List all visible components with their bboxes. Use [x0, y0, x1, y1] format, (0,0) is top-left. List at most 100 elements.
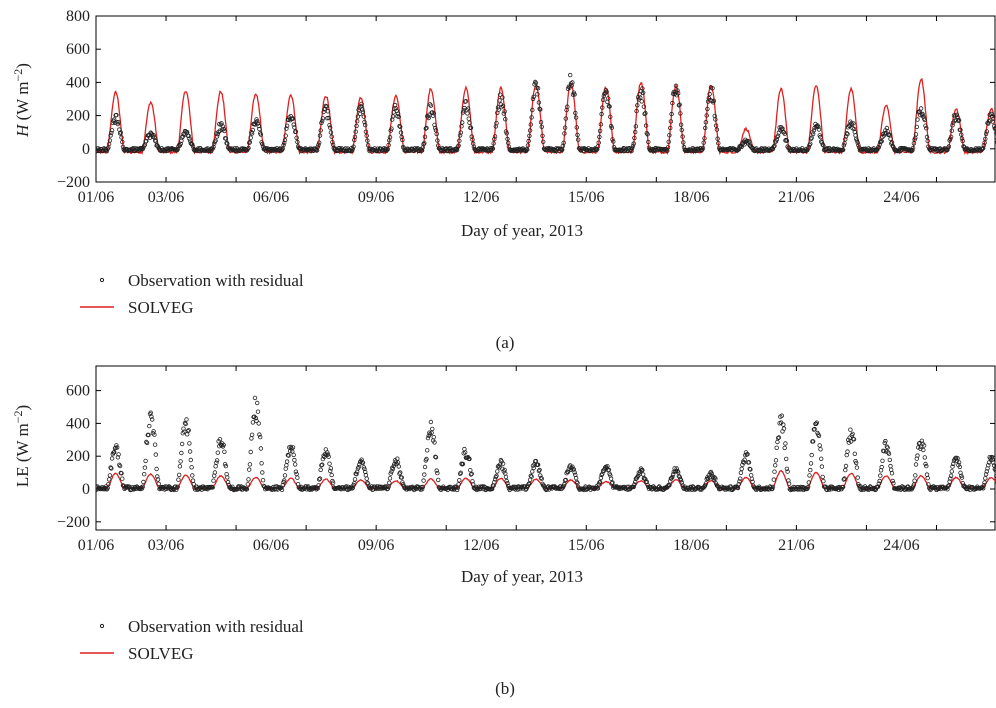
observation-point-b: [810, 453, 814, 457]
observation-point-b: [388, 477, 392, 481]
observation-point-b: [855, 466, 859, 470]
observation-point-b: [425, 449, 429, 453]
observation-point-b: [189, 458, 193, 462]
observation-point-b: [293, 458, 297, 462]
observation-point-b: [856, 476, 860, 480]
observation-point-b: [256, 410, 260, 414]
observation-point-b: [984, 477, 988, 481]
observation-point-b: [889, 464, 893, 468]
observation-point-b: [776, 440, 780, 444]
plot-frame-b: [96, 366, 995, 530]
x-tick-label-b: 06/06: [253, 537, 289, 554]
y-tick-label-a: 800: [66, 8, 90, 25]
plot-area-b: [94, 396, 996, 492]
observation-point-b: [844, 468, 848, 472]
observation-point-b: [155, 467, 159, 471]
observation-point-b: [431, 427, 435, 431]
x-tick-label-b: 03/06: [148, 537, 184, 554]
observation-point-b: [849, 428, 853, 432]
panel-b: LE (W m−2) Day of year, 2013 Observation…: [11, 366, 996, 698]
observation-point-b: [190, 466, 194, 470]
x-tick-label-b: 12/06: [463, 537, 499, 554]
observation-point-b: [247, 468, 251, 472]
observation-point-b: [178, 465, 182, 469]
legend-observation-label-b: Observation with residual: [128, 617, 304, 636]
observation-point-b: [145, 441, 149, 445]
y-axis-label-b: LE (W m−2): [11, 405, 32, 487]
observation-point-b: [819, 457, 823, 461]
observation-point-b: [772, 478, 776, 482]
y-tick-label-a: 600: [66, 41, 90, 58]
observation-point-b: [296, 476, 300, 480]
observation-point-b: [110, 457, 114, 461]
observation-point-b: [293, 463, 297, 467]
observation-point-b: [879, 474, 883, 478]
observation-point-a: [919, 107, 923, 111]
panel-label-a: (a): [496, 333, 515, 352]
observation-point-b: [773, 470, 777, 474]
legend-a: Observation with residual SOLVEG: [80, 271, 304, 317]
observation-point-b: [185, 418, 189, 422]
observation-point-b: [950, 470, 954, 474]
observation-point-b: [283, 474, 287, 478]
observation-point-b: [495, 474, 499, 478]
observation-point-b: [531, 470, 535, 474]
observation-point-b: [154, 453, 158, 457]
observation-point-b: [260, 462, 264, 466]
legend-solveg-label-b: SOLVEG: [128, 644, 194, 663]
legend-solveg-label-a: SOLVEG: [128, 298, 194, 317]
legend-observation-marker-a: [100, 278, 103, 281]
observation-point-b: [388, 481, 392, 485]
observation-point-b: [318, 477, 322, 481]
x-tick-label-a: 21/06: [778, 189, 814, 206]
observation-point-b: [822, 479, 826, 483]
x-tick-label-a: 01/06: [78, 189, 114, 206]
observation-point-b: [261, 478, 265, 482]
x-tick-label-b: 09/06: [358, 537, 394, 554]
observation-point-b: [255, 401, 259, 405]
observation-point-b: [820, 465, 824, 469]
plot-frame-a: [96, 16, 995, 182]
observation-point-b: [504, 475, 508, 479]
observation-point-b: [247, 478, 251, 482]
x-tick-label-b: 24/06: [883, 537, 919, 554]
x-tick-label-b: 21/06: [778, 537, 814, 554]
y-tick-label-b: 0: [82, 481, 90, 498]
panel-label-b: (b): [495, 679, 515, 698]
observation-point-b: [818, 444, 822, 448]
x-tick-label-a: 18/06: [673, 189, 709, 206]
y-tick-label-a: 0: [82, 141, 90, 158]
observation-point-b: [923, 456, 927, 460]
observation-point-b: [913, 479, 917, 483]
y-tick-label-b: 400: [66, 415, 90, 432]
observation-point-b: [214, 465, 218, 469]
observation-point-b: [285, 464, 289, 468]
x-tick-label-b: 18/06: [673, 537, 709, 554]
observation-point-a: [810, 136, 814, 140]
observation-point-b: [250, 433, 254, 437]
observation-point-b: [749, 473, 753, 477]
observation-point-b: [886, 446, 890, 450]
observation-point-b: [353, 478, 357, 482]
observation-point-b: [107, 478, 111, 482]
y-tick-label-a: 400: [66, 74, 90, 91]
observation-point-b: [397, 465, 401, 469]
observation-point-b: [853, 452, 857, 456]
observation-point-b: [809, 468, 813, 472]
observation-point-b: [890, 471, 894, 475]
observation-point-b: [284, 467, 288, 471]
plot-area-a: [94, 73, 996, 153]
observation-point-b: [295, 472, 299, 476]
observation-point-b: [216, 451, 220, 455]
observation-point-b: [540, 477, 544, 481]
observation-point-b: [844, 464, 848, 468]
observation-point-b: [223, 450, 227, 454]
observation-point-b: [808, 474, 812, 478]
observation-point-b: [191, 479, 195, 483]
observation-point-b: [532, 466, 536, 470]
x-tick-label-a: 12/06: [463, 189, 499, 206]
x-tick-label-a: 06/06: [253, 189, 289, 206]
observation-point-b: [177, 478, 181, 482]
